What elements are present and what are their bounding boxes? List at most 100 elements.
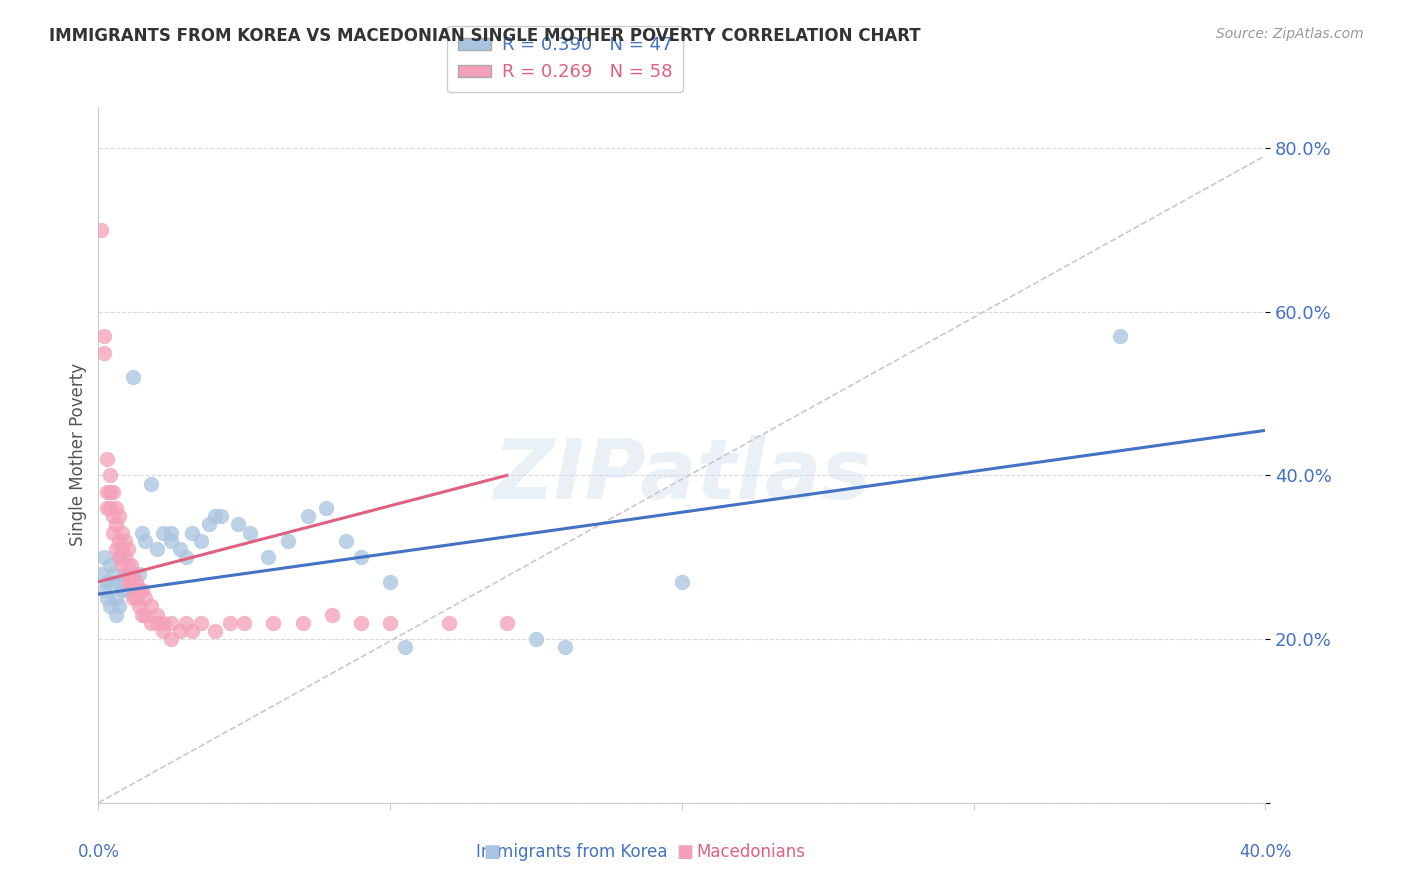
Point: [108, 550, 131, 565]
Point: [125, 591, 148, 606]
Point: [152, 624, 174, 638]
Point: [190, 533, 212, 548]
Point: [671, 574, 693, 589]
Point: [277, 533, 299, 548]
Point: [114, 533, 136, 548]
Point: [321, 607, 343, 622]
Point: [108, 509, 131, 524]
Y-axis label: Single Mother Poverty: Single Mother Poverty: [69, 363, 87, 547]
Point: [256, 550, 278, 565]
Point: [101, 484, 124, 499]
Point: [174, 550, 197, 565]
Text: 0.0%: 0.0%: [77, 843, 120, 861]
Point: [101, 574, 124, 589]
Point: [350, 615, 373, 630]
Point: [101, 566, 124, 581]
Point: [204, 509, 226, 524]
Point: [117, 574, 139, 589]
Point: [104, 517, 127, 532]
Point: [96, 591, 118, 606]
Point: [190, 615, 212, 630]
Point: [98, 501, 121, 516]
Point: [291, 615, 314, 630]
Point: [209, 509, 232, 524]
Point: [98, 599, 121, 614]
Point: [146, 615, 169, 630]
Point: [350, 550, 373, 565]
Point: [131, 582, 153, 597]
Point: [160, 533, 183, 548]
Point: [134, 607, 156, 622]
Point: [437, 615, 460, 630]
Point: [239, 525, 262, 540]
Point: [111, 558, 134, 573]
Point: [93, 329, 115, 343]
Legend: R = 0.390   N = 47, R = 0.269   N = 58: R = 0.390 N = 47, R = 0.269 N = 58: [447, 26, 683, 92]
Point: [98, 484, 121, 499]
Point: [160, 632, 183, 646]
Point: [117, 582, 139, 597]
Point: [114, 566, 136, 581]
Point: [122, 566, 145, 581]
Text: Source: ZipAtlas.com: Source: ZipAtlas.com: [1216, 27, 1364, 41]
Point: [335, 533, 357, 548]
Point: [117, 542, 139, 557]
Point: [120, 574, 142, 589]
Point: [120, 558, 142, 573]
Point: [101, 509, 124, 524]
Point: [96, 501, 118, 516]
Point: [98, 558, 121, 573]
Text: ■: ■: [676, 843, 693, 861]
Point: [134, 591, 156, 606]
Point: [98, 468, 121, 483]
Point: [125, 574, 148, 589]
Point: [139, 599, 162, 614]
Point: [152, 525, 174, 540]
Point: [139, 615, 162, 630]
Text: Macedonians: Macedonians: [696, 843, 806, 861]
Point: [104, 591, 127, 606]
Point: [228, 517, 250, 532]
Point: [104, 607, 127, 622]
Point: [180, 624, 202, 638]
Point: [108, 533, 131, 548]
Point: [524, 632, 547, 646]
Point: [122, 591, 145, 606]
Point: [198, 517, 221, 532]
Point: [380, 615, 402, 630]
Point: [104, 542, 127, 557]
Point: [93, 550, 115, 565]
Point: [111, 525, 134, 540]
Point: [104, 501, 127, 516]
Point: [139, 476, 162, 491]
Text: IMMIGRANTS FROM KOREA VS MACEDONIAN SINGLE MOTHER POVERTY CORRELATION CHART: IMMIGRANTS FROM KOREA VS MACEDONIAN SING…: [49, 27, 921, 45]
Point: [146, 542, 169, 557]
Point: [108, 550, 131, 565]
Point: [93, 582, 115, 597]
Point: [297, 509, 319, 524]
Point: [122, 370, 145, 384]
Point: [169, 624, 191, 638]
Point: [101, 525, 124, 540]
Point: [146, 607, 169, 622]
Point: [90, 223, 112, 237]
Point: [131, 607, 153, 622]
Point: [1108, 329, 1130, 343]
Point: [128, 566, 150, 581]
Point: [315, 501, 337, 516]
Text: ■: ■: [484, 843, 501, 861]
Point: [380, 574, 402, 589]
Point: [152, 615, 174, 630]
Point: [554, 640, 576, 655]
Point: [111, 574, 134, 589]
Point: [394, 640, 416, 655]
Point: [218, 615, 240, 630]
Point: [117, 566, 139, 581]
Text: ZIPatlas: ZIPatlas: [494, 435, 870, 516]
Point: [90, 566, 112, 581]
Text: 40.0%: 40.0%: [1239, 843, 1292, 861]
Point: [174, 615, 197, 630]
Point: [96, 484, 118, 499]
Point: [180, 525, 202, 540]
Point: [117, 558, 139, 573]
